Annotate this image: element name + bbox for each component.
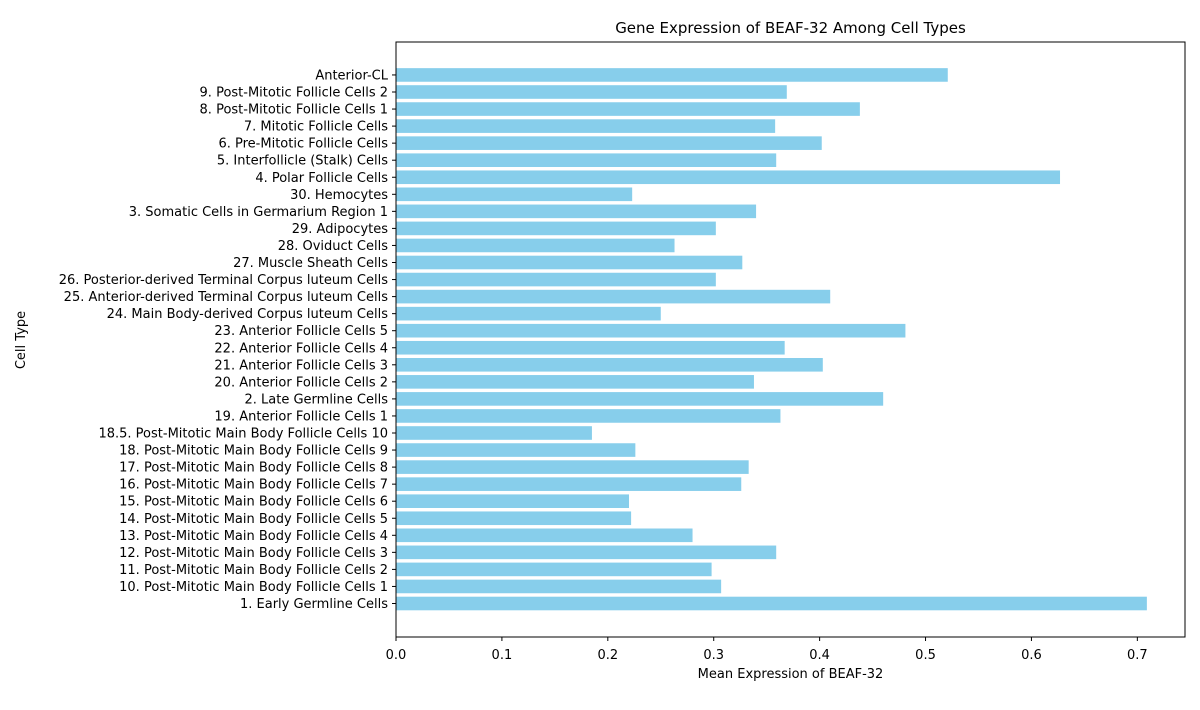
x-tick-label: 0.0 bbox=[386, 648, 407, 663]
bar bbox=[396, 153, 777, 167]
y-tick-label: 14. Post-Mitotic Main Body Follicle Cell… bbox=[119, 512, 388, 527]
bar bbox=[396, 511, 632, 526]
x-tick-label: 0.1 bbox=[492, 648, 513, 663]
y-tick-label: 10. Post-Mitotic Main Body Follicle Cell… bbox=[119, 580, 388, 595]
bar bbox=[396, 443, 636, 457]
bar bbox=[396, 85, 787, 99]
x-tick-label: 0.5 bbox=[915, 648, 936, 663]
y-tick-label: 16. Post-Mitotic Main Body Follicle Cell… bbox=[119, 478, 388, 493]
bar bbox=[396, 460, 749, 474]
y-tick-label: 8. Post-Mitotic Follicle Cells 1 bbox=[200, 103, 388, 118]
y-tick-label: 21. Anterior Follicle Cells 3 bbox=[214, 358, 388, 373]
y-tick-label: 22. Anterior Follicle Cells 4 bbox=[214, 341, 388, 356]
y-tick-label: 20. Anterior Follicle Cells 2 bbox=[214, 375, 388, 390]
bar bbox=[396, 204, 757, 219]
y-tick-label: 13. Post-Mitotic Main Body Follicle Cell… bbox=[119, 529, 388, 544]
bar bbox=[396, 579, 722, 594]
bar bbox=[396, 289, 831, 304]
y-tick-label: 19. Anterior Follicle Cells 1 bbox=[214, 409, 388, 424]
bar bbox=[396, 68, 948, 82]
y-tick-label: 29. Adipocytes bbox=[292, 222, 388, 237]
y-tick-label: 3. Somatic Cells in Germarium Region 1 bbox=[129, 205, 388, 220]
y-axis-label: Cell Type bbox=[14, 311, 29, 369]
x-axis-ticks: 0.0 0.1 0.2 0.3 0.4 0.5 0.6 0.7 bbox=[386, 637, 1148, 663]
x-tick-label: 0.2 bbox=[597, 648, 618, 663]
y-tick-label: 2. Late Germline Cells bbox=[245, 392, 389, 407]
y-tick-label: 18. Post-Mitotic Main Body Follicle Cell… bbox=[119, 444, 388, 459]
y-tick-label: 5. Interfollicle (Stalk) Cells bbox=[217, 154, 388, 169]
bar bbox=[396, 119, 776, 133]
y-tick-label: 11. Post-Mitotic Main Body Follicle Cell… bbox=[119, 563, 388, 578]
y-tick-label: 18.5. Post-Mitotic Main Body Follicle Ce… bbox=[98, 427, 388, 442]
bar bbox=[396, 545, 777, 560]
y-tick-label: 28. Oviduct Cells bbox=[278, 239, 389, 254]
y-tick-label: 24. Main Body-derived Corpus luteum Cell… bbox=[107, 307, 389, 322]
bar bbox=[396, 494, 629, 508]
bar bbox=[396, 562, 712, 577]
y-tick-label: 27. Muscle Sheath Cells bbox=[233, 256, 388, 271]
y-tick-label: 7. Mitotic Follicle Cells bbox=[244, 120, 388, 135]
bar bbox=[396, 238, 675, 253]
bar bbox=[396, 323, 906, 338]
y-tick-label: 30. Hemocytes bbox=[290, 188, 388, 203]
bars-layer bbox=[396, 68, 1147, 611]
x-tick-label: 0.7 bbox=[1127, 648, 1148, 663]
x-tick-label: 0.6 bbox=[1021, 648, 1042, 663]
bar bbox=[396, 170, 1061, 185]
y-tick-label: 9. Post-Mitotic Follicle Cells 2 bbox=[200, 86, 388, 101]
y-axis-ticks: 1. Early Germline Cells 10. Post-Mitotic … bbox=[59, 68, 396, 612]
y-tick-label: Anterior-CL bbox=[315, 68, 388, 83]
y-tick-label: 23. Anterior Follicle Cells 5 bbox=[214, 324, 388, 339]
chart-title: Gene Expression of BEAF-32 Among Cell Ty… bbox=[615, 19, 966, 37]
y-tick-label: 6. Pre-Mitotic Follicle Cells bbox=[218, 137, 388, 152]
bar bbox=[396, 596, 1147, 611]
bar bbox=[396, 477, 742, 491]
x-tick-label: 0.3 bbox=[703, 648, 724, 663]
y-tick-label: 25. Anterior-derived Terminal Corpus lut… bbox=[64, 290, 389, 305]
x-tick-label: 0.4 bbox=[809, 648, 830, 663]
y-tick-label: 1. Early Germline Cells bbox=[240, 597, 388, 612]
y-tick-label: 15. Post-Mitotic Main Body Follicle Cell… bbox=[119, 495, 388, 510]
bar bbox=[396, 426, 592, 440]
bar bbox=[396, 272, 716, 287]
bar bbox=[396, 255, 743, 270]
y-tick-label: 12. Post-Mitotic Main Body Follicle Cell… bbox=[119, 546, 388, 561]
bar bbox=[396, 358, 823, 372]
bar bbox=[396, 375, 754, 389]
bar bbox=[396, 409, 781, 423]
y-tick-label: 26. Posterior-derived Terminal Corpus lu… bbox=[59, 273, 389, 288]
bar bbox=[396, 528, 693, 543]
bar bbox=[396, 187, 633, 202]
bar bbox=[396, 136, 822, 150]
bar bbox=[396, 340, 785, 355]
y-tick-label: 17. Post-Mitotic Main Body Follicle Cell… bbox=[119, 461, 388, 476]
bar bbox=[396, 306, 661, 321]
bar bbox=[396, 392, 884, 406]
plot-frame bbox=[395, 41, 1186, 638]
y-tick-label: 4. Polar Follicle Cells bbox=[255, 171, 388, 186]
bar bbox=[396, 102, 860, 116]
x-axis-label: Mean Expression of BEAF-32 bbox=[698, 667, 884, 682]
bar bbox=[396, 221, 716, 236]
